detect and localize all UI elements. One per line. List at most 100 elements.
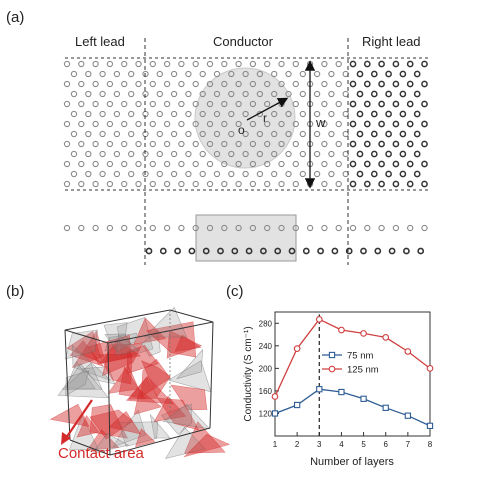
lattice-atom [378,140,385,148]
panel-b-label: (b) [6,283,24,300]
lattice-atom [342,110,349,118]
lattice-atom [271,150,278,158]
lattice-atom [392,100,400,108]
lattice-atom [335,224,342,232]
lattice-atom [221,180,228,188]
lattice-atom [170,170,178,178]
lattice-atom [149,180,156,188]
lattice-atom [170,90,178,98]
lattice-atom [121,160,128,168]
lattice-atom [421,100,428,108]
lattice-atom [317,247,324,255]
data-point [271,410,279,417]
lattice-atom [328,110,335,118]
lattice-atom [213,110,221,118]
lattice-atom [163,100,171,108]
lattice-atom [370,90,378,98]
lattice-atom [106,160,114,168]
lattice-atom [85,90,92,98]
contact-flake [126,345,159,374]
lattice-atom [328,130,335,138]
lattice-atom [399,170,407,178]
lattice-atom [256,130,264,138]
lattice-atom [178,140,185,148]
lattice-atom [363,80,371,88]
lattice-atom [349,160,357,168]
lattice-atom [264,100,271,108]
lattice-atom [421,120,428,128]
lattice-atom [221,80,228,88]
lattice-atom [178,60,185,68]
lattice-atom [321,160,328,168]
lattice-atom [402,247,410,255]
data-point [293,345,301,352]
lattice-atom [278,160,285,168]
lattice-atom [345,247,353,255]
lattice-atom [292,180,299,188]
lattice-atom [299,70,306,78]
data-point [271,393,279,400]
y-axis-ticks: 120 160 200 240 280 [259,319,279,418]
lattice-atom [264,224,271,232]
lattice-atom [392,120,400,128]
contact-flake [166,330,203,359]
lattice-atom [92,140,99,148]
contact-flake [170,384,208,411]
lattice-atom [163,160,171,168]
y-tick-label: 200 [259,364,273,373]
x-axis-label: Number of layers [310,456,394,468]
lattice-atom [106,180,114,188]
lattice-atom [292,140,299,148]
lattice-atom [163,60,171,68]
lattice-atom [192,100,199,108]
lattice-atom [206,160,214,168]
origin-symbol: o [238,123,245,137]
lattice-atom [392,80,400,88]
lattice-atom [421,140,428,148]
panel-c-label: (c) [226,283,244,300]
data-point [360,330,367,337]
lattice-atom [78,140,85,148]
lattice-atom [406,60,414,68]
lattice-atom [278,180,285,188]
bilayer-highlight-rect [195,214,297,262]
cube-edge [64,329,71,441]
lattice-atom [149,224,156,232]
lattice-atom [70,150,78,158]
lattice-atom [249,80,257,88]
lattice-atom [378,80,385,88]
graphene-flake [104,333,132,352]
lattice-atom [78,80,85,88]
lattice-atom [392,160,400,168]
lattice-atom [78,100,85,108]
lattice-atom [349,224,357,232]
lattice-atom [302,247,310,255]
lattice-atom [70,170,78,178]
lattice-atom [399,70,407,78]
lattice-atom [78,60,85,68]
lattice-atom [378,120,385,128]
contact-flake [89,404,128,439]
lattice-atom [92,100,99,108]
lattice-atom [370,110,378,118]
lattice-atom [349,140,357,148]
lattice-atom [78,160,85,168]
lattice-atom [264,140,271,148]
lattice-atom [163,180,171,188]
lattice-atom [70,70,78,78]
lattice-atom [135,180,142,188]
lattice-atom [264,180,271,188]
lattice-atom [228,130,235,138]
lattice-atom [356,110,364,118]
data-point [315,315,323,323]
lattice-atom [113,170,121,178]
lattice-atom [113,150,121,158]
lattice-atom [63,60,71,68]
lattice-atom [163,140,171,148]
lattice-atom [285,130,292,138]
lattice-atom [135,224,142,232]
lattice-atom [185,110,192,118]
graphene-flake [71,344,112,381]
lattice-atom [363,160,371,168]
